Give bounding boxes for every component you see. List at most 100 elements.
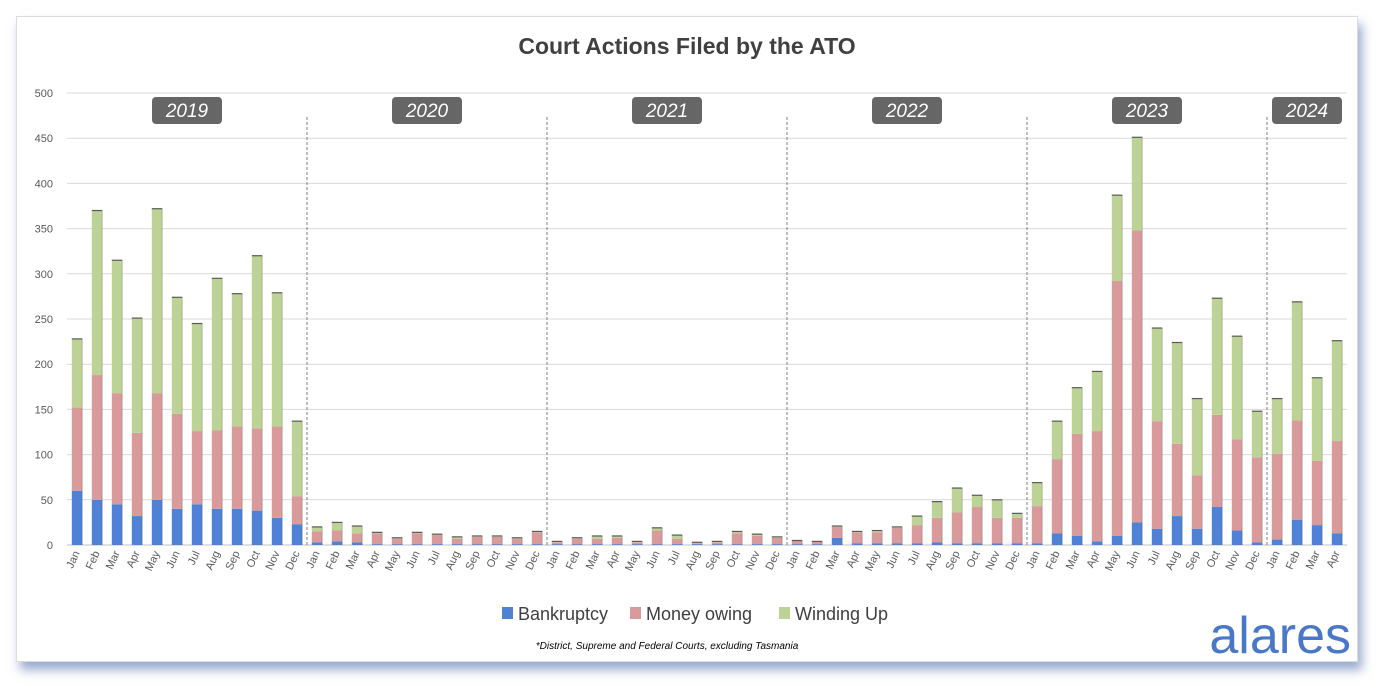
x-tick-label: Jun bbox=[404, 549, 422, 570]
bar-winding-up bbox=[331, 522, 343, 531]
bar-money-owing bbox=[671, 538, 683, 545]
bar-money-owing bbox=[791, 540, 803, 545]
bar-stack bbox=[171, 296, 183, 545]
bar-stack bbox=[1131, 136, 1143, 545]
bar-bankruptcy bbox=[971, 543, 983, 545]
alares-logo: alares bbox=[1209, 607, 1351, 661]
bar-money-owing bbox=[1051, 459, 1063, 534]
x-tick-label: Jan bbox=[1264, 549, 1282, 570]
bar-bankruptcy bbox=[271, 517, 283, 545]
bar-bankruptcy bbox=[371, 544, 383, 545]
bar-money-owing bbox=[171, 413, 183, 509]
bar-money-owing bbox=[951, 512, 963, 544]
bar-stack bbox=[391, 537, 403, 545]
x-tick-label: Mar bbox=[824, 549, 843, 572]
bar-bankruptcy bbox=[931, 542, 943, 545]
bar-stack bbox=[651, 527, 663, 545]
legend-swatch bbox=[502, 607, 513, 619]
bar-bankruptcy bbox=[551, 544, 563, 545]
y-tick-label: 350 bbox=[35, 224, 53, 236]
year-label-2022: 2022 bbox=[872, 97, 942, 124]
x-tick-label: Sep bbox=[704, 549, 723, 572]
bar-winding-up bbox=[1311, 377, 1323, 461]
x-tick-label: Mar bbox=[344, 549, 363, 572]
bar-stack bbox=[251, 255, 263, 545]
bar-winding-up bbox=[251, 255, 263, 429]
bar-bankruptcy bbox=[151, 499, 163, 545]
bar-money-owing bbox=[371, 533, 383, 545]
bar-money-owing bbox=[1251, 457, 1263, 543]
bar-stack bbox=[1111, 194, 1123, 545]
legend-item-winding-up: Winding Up bbox=[779, 604, 888, 624]
bar-stack bbox=[691, 541, 703, 545]
bar-stack bbox=[891, 526, 903, 545]
x-tick-label: Feb bbox=[564, 549, 583, 571]
bar-money-owing bbox=[271, 426, 283, 518]
bar-stack bbox=[311, 526, 323, 545]
bar-money-owing bbox=[1211, 414, 1223, 508]
bar-bankruptcy bbox=[451, 544, 463, 545]
x-tick-label: Nov bbox=[264, 549, 283, 572]
x-tick-label: Jun bbox=[1124, 549, 1142, 570]
bar-stack bbox=[351, 525, 363, 545]
bar-bankruptcy bbox=[311, 542, 323, 545]
bar-money-owing bbox=[411, 533, 423, 545]
x-tick-label: Sep bbox=[224, 549, 243, 572]
bar-bankruptcy bbox=[791, 544, 803, 545]
bar-stack bbox=[191, 322, 203, 545]
bar-winding-up bbox=[931, 501, 943, 518]
x-axis: Jan Feb Mar Apr May Jun Jul Aug Sep Oct Nov Dec Jan F… bbox=[64, 549, 1343, 573]
y-tick-label: 400 bbox=[35, 178, 53, 190]
bar-winding-up bbox=[1031, 482, 1043, 507]
bar-money-owing bbox=[191, 431, 203, 505]
x-tick-label: Jun bbox=[884, 549, 902, 570]
bar-bankruptcy bbox=[1111, 535, 1123, 545]
bar-winding-up bbox=[91, 210, 103, 376]
bar-winding-up bbox=[71, 338, 83, 408]
bar-bankruptcy bbox=[1291, 519, 1303, 545]
bar-money-owing bbox=[251, 428, 263, 511]
year-label-box bbox=[152, 97, 222, 124]
x-tick-label: Jun bbox=[644, 549, 662, 570]
x-tick-label: Jan bbox=[784, 549, 802, 570]
bar-stack bbox=[1071, 387, 1083, 545]
bar-winding-up bbox=[231, 293, 243, 427]
bar-stack bbox=[931, 501, 943, 545]
x-tick-label: May bbox=[1103, 549, 1123, 573]
bar-winding-up bbox=[611, 535, 623, 538]
x-tick-label: Jan bbox=[1024, 549, 1042, 570]
bar-money-owing bbox=[891, 527, 903, 544]
x-tick-label: Aug bbox=[1164, 549, 1183, 572]
bar-money-owing bbox=[811, 541, 823, 545]
bar-stack bbox=[911, 515, 923, 545]
x-tick-label: Aug bbox=[924, 549, 943, 572]
bar-bankruptcy bbox=[1171, 516, 1183, 545]
bar-money-owing bbox=[831, 526, 843, 538]
year-label-text: 2020 bbox=[405, 101, 449, 122]
bar-bankruptcy bbox=[751, 544, 763, 545]
x-tick-label: May bbox=[623, 549, 643, 573]
footnote: *District, Supreme and Federal Courts, e… bbox=[536, 641, 799, 652]
bars bbox=[71, 136, 1343, 545]
bar-bankruptcy bbox=[671, 544, 683, 545]
y-tick-label: 500 bbox=[35, 88, 53, 100]
bar-bankruptcy bbox=[471, 544, 483, 545]
bar-stack bbox=[211, 277, 223, 545]
bar-winding-up bbox=[871, 530, 883, 533]
year-labels: 2019 2020 2021 2022 2023 2024 bbox=[152, 97, 1342, 124]
bar-stack bbox=[731, 530, 743, 545]
bar-stack bbox=[411, 531, 423, 545]
bar-money-owing bbox=[971, 507, 983, 544]
chart: Court Actions Filed by the ATO 0 50 100 150… bbox=[35, 33, 1351, 661]
y-tick-label: 200 bbox=[35, 359, 53, 371]
x-tick-label: Apr bbox=[365, 549, 383, 570]
bar-stack bbox=[291, 420, 303, 545]
x-tick-label: Feb bbox=[1284, 549, 1303, 571]
bar-bankruptcy bbox=[71, 490, 83, 545]
x-tick-label: Aug bbox=[204, 549, 223, 572]
x-tick-label: May bbox=[383, 549, 403, 573]
bar-money-owing bbox=[471, 536, 483, 545]
bar-bankruptcy bbox=[911, 543, 923, 545]
bar-money-owing bbox=[691, 543, 703, 545]
x-tick-label: Aug bbox=[444, 549, 463, 572]
